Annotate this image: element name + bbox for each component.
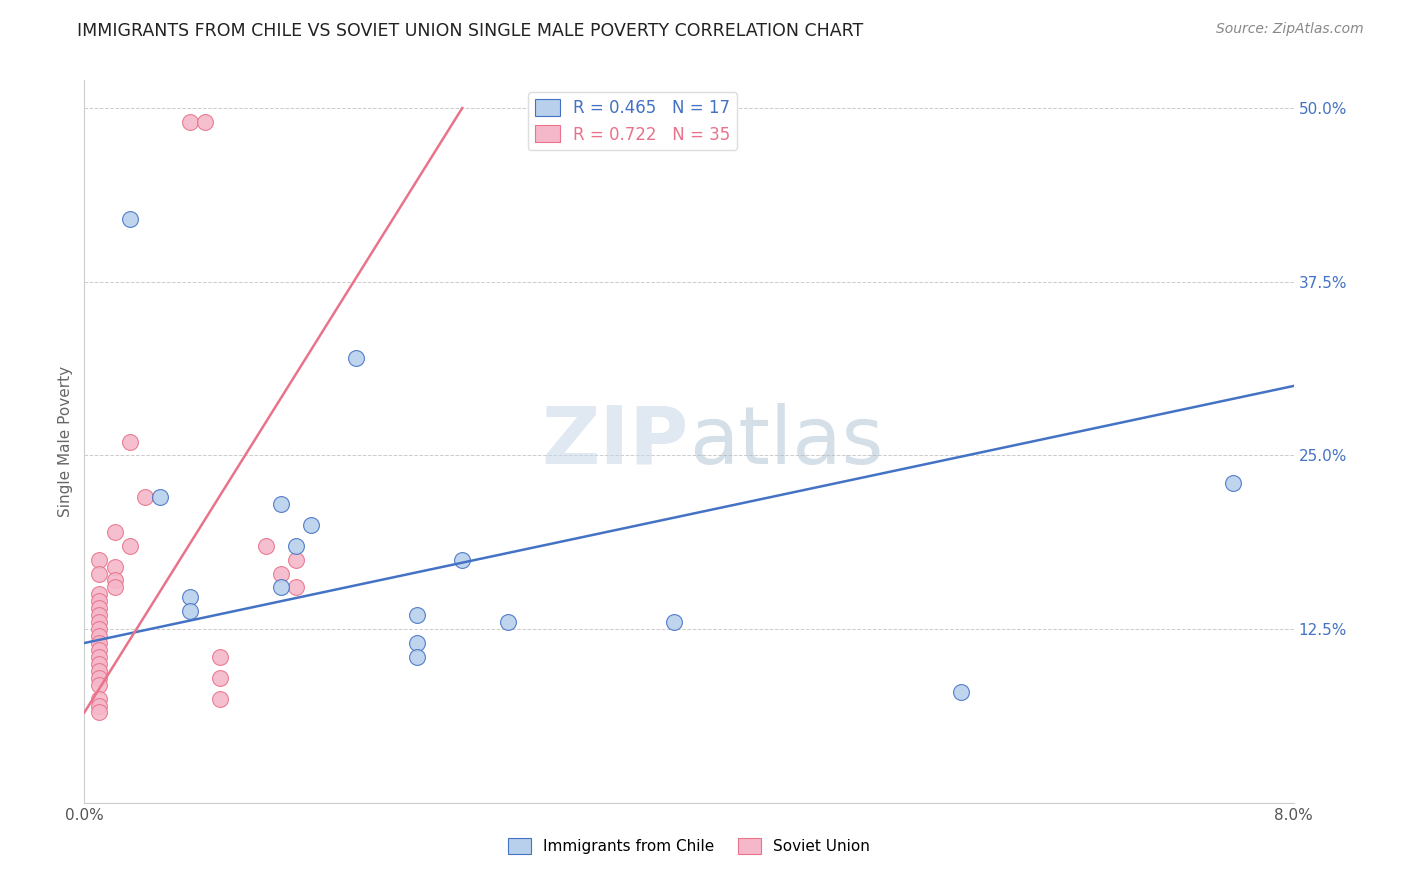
- Text: atlas: atlas: [689, 402, 883, 481]
- Point: [104, 524, 127, 539]
- Point: [451, 552, 474, 566]
- Point: [118, 539, 141, 553]
- Legend: Immigrants from Chile, Soviet Union: Immigrants from Chile, Soviet Union: [502, 832, 876, 860]
- Point: [89, 649, 111, 664]
- Point: [270, 497, 292, 511]
- Text: ZIP: ZIP: [541, 402, 689, 481]
- Point: [179, 115, 201, 129]
- Point: [89, 643, 111, 657]
- Point: [406, 636, 429, 650]
- Point: [299, 517, 322, 532]
- Point: [285, 581, 308, 595]
- Point: [406, 608, 429, 623]
- Point: [209, 691, 232, 706]
- Point: [179, 604, 201, 618]
- Point: [194, 115, 217, 129]
- Point: [89, 706, 111, 720]
- Point: [89, 671, 111, 685]
- Point: [149, 490, 172, 504]
- Point: [89, 664, 111, 678]
- Point: [89, 622, 111, 636]
- Point: [89, 552, 111, 566]
- Point: [89, 601, 111, 615]
- Point: [118, 212, 141, 227]
- Point: [209, 671, 232, 685]
- Point: [89, 691, 111, 706]
- Point: [104, 581, 127, 595]
- Point: [89, 566, 111, 581]
- Point: [254, 539, 277, 553]
- Point: [89, 594, 111, 608]
- Text: Source: ZipAtlas.com: Source: ZipAtlas.com: [1216, 22, 1364, 37]
- Text: IMMIGRANTS FROM CHILE VS SOVIET UNION SINGLE MALE POVERTY CORRELATION CHART: IMMIGRANTS FROM CHILE VS SOVIET UNION SI…: [77, 22, 863, 40]
- Point: [346, 351, 368, 366]
- Point: [89, 615, 111, 630]
- Point: [179, 590, 201, 604]
- Point: [89, 587, 111, 601]
- Point: [270, 581, 292, 595]
- Point: [89, 698, 111, 713]
- Point: [285, 539, 308, 553]
- Point: [89, 629, 111, 643]
- Y-axis label: Single Male Poverty: Single Male Poverty: [58, 366, 73, 517]
- Point: [496, 615, 519, 630]
- Point: [89, 636, 111, 650]
- Point: [406, 649, 429, 664]
- Point: [89, 608, 111, 623]
- Point: [285, 552, 308, 566]
- Point: [89, 657, 111, 671]
- Point: [104, 574, 127, 588]
- Point: [950, 684, 973, 698]
- Point: [134, 490, 156, 504]
- Point: [209, 649, 232, 664]
- Point: [662, 615, 685, 630]
- Point: [104, 559, 127, 574]
- Point: [89, 678, 111, 692]
- Point: [118, 434, 141, 449]
- Point: [1222, 476, 1244, 491]
- Point: [270, 566, 292, 581]
